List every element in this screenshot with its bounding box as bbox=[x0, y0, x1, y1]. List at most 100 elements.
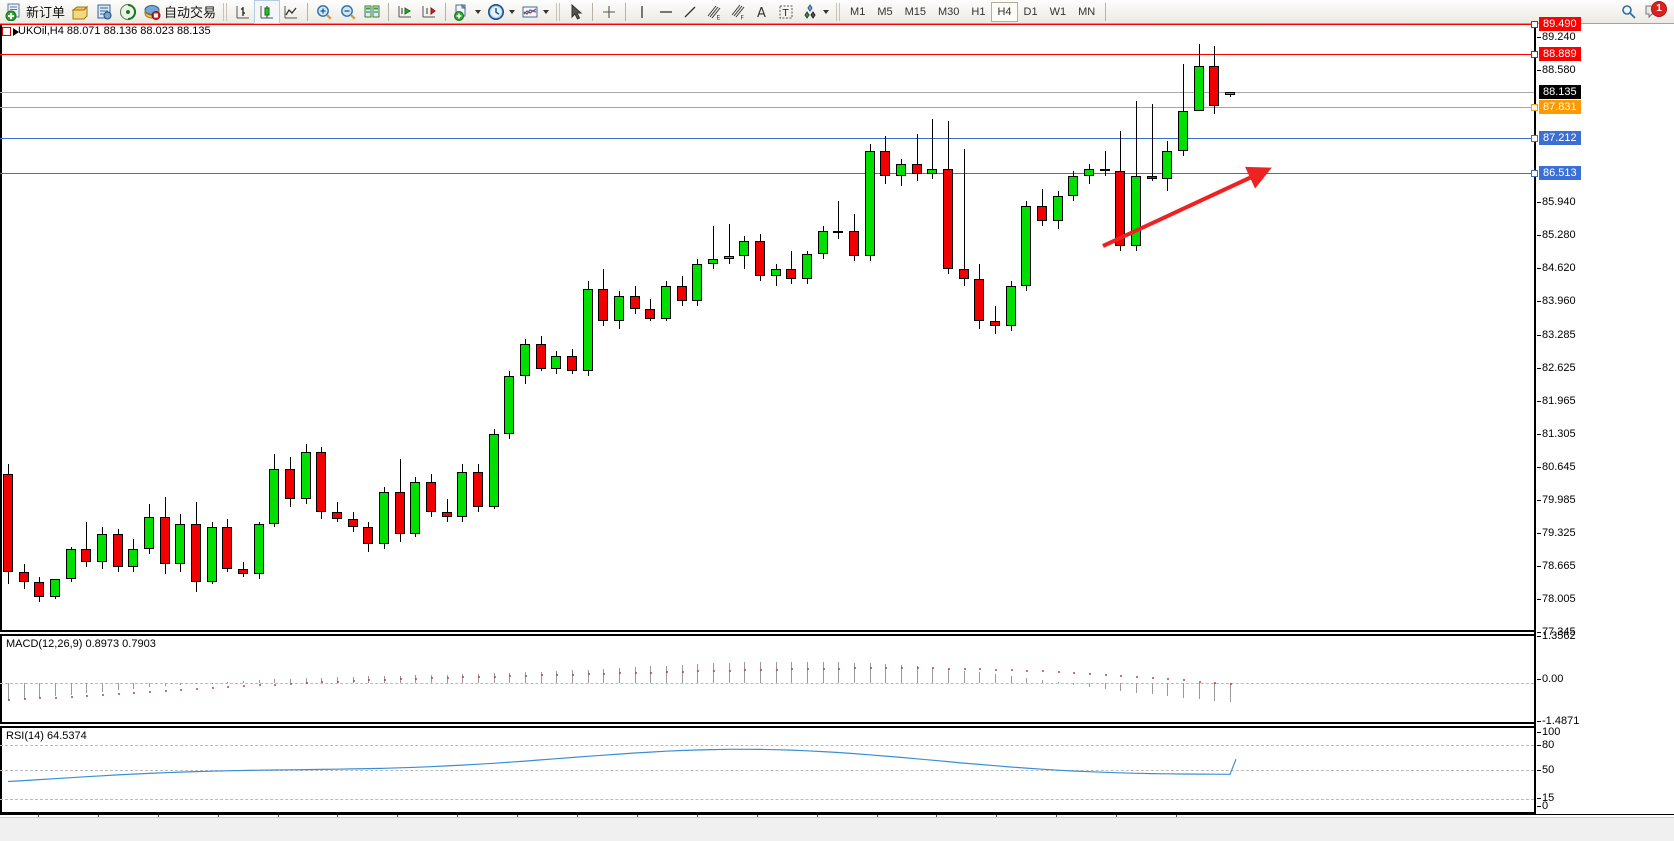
chart-shift-button[interactable] bbox=[417, 1, 441, 23]
price-level-line-88.135[interactable] bbox=[0, 91, 1534, 93]
line-chart-button[interactable] bbox=[279, 1, 303, 23]
candle-wick bbox=[86, 521, 87, 567]
macd-histogram-bar bbox=[995, 674, 996, 683]
shapes-dropdown-caret[interactable] bbox=[823, 9, 830, 14]
chart-anchor-marker[interactable] bbox=[2, 27, 11, 36]
trendline-button[interactable] bbox=[678, 1, 702, 23]
fibonacci-icon: F bbox=[729, 3, 747, 21]
macd-histogram-bar bbox=[885, 664, 886, 683]
profiles-button[interactable] bbox=[68, 1, 92, 23]
price-tag-pivot-line-87.831[interactable]: 87.831 bbox=[1539, 100, 1581, 115]
period-m30[interactable]: M30 bbox=[938, 5, 960, 18]
candle-body bbox=[896, 163, 906, 177]
macd-histogram-bar bbox=[24, 683, 25, 700]
price-level-handle-87.831[interactable] bbox=[1531, 104, 1538, 112]
rsi-pane[interactable]: RSI(14) 64.5374 bbox=[0, 726, 1534, 814]
candle-wick bbox=[964, 148, 965, 287]
rsi-tick-15: 15 bbox=[1536, 792, 1555, 804]
chart-expand-arrow-icon[interactable] bbox=[13, 28, 19, 36]
period-w1[interactable]: W1 bbox=[1049, 5, 1067, 18]
candle-body bbox=[207, 526, 217, 582]
horizontal-line-button[interactable] bbox=[654, 1, 678, 23]
price-level-line-87.831[interactable] bbox=[0, 107, 1534, 109]
chart-container[interactable]: UKOil,H4 88.071 88.136 88.023 88.135 MAC… bbox=[0, 17, 1674, 841]
text-button[interactable]: A bbox=[750, 1, 774, 23]
price-tag-current-price-88.135[interactable]: 88.135 bbox=[1539, 84, 1581, 99]
macd-pane[interactable]: MACD(12,26,9) 0.8973 0.7903 bbox=[0, 634, 1534, 724]
price-axis[interactable]: 89.240 88.580 85.940 85.280 84.620 83.960 83.2… bbox=[1534, 17, 1674, 814]
crosshair-button[interactable] bbox=[597, 1, 621, 23]
text-label-button[interactable]: T bbox=[774, 1, 798, 23]
period-mn[interactable]: MN bbox=[1078, 5, 1096, 18]
toolbar-grip-1[interactable] bbox=[223, 2, 228, 21]
bar-chart-button[interactable] bbox=[231, 1, 255, 23]
macd-histogram-bar bbox=[760, 661, 761, 683]
price-level-line-86.513[interactable] bbox=[0, 173, 1534, 175]
macd-histogram-bar bbox=[149, 683, 150, 688]
price-tag-resistance-line-88.889[interactable]: 88.889 bbox=[1539, 47, 1581, 62]
new-order-button[interactable]: 新订单 bbox=[2, 1, 68, 23]
period-d1[interactable]: D1 bbox=[1023, 5, 1038, 18]
macd-histogram-bar bbox=[1105, 683, 1106, 689]
indicators-dropdown-caret[interactable] bbox=[475, 9, 482, 14]
period-h1[interactable]: H1 bbox=[971, 5, 986, 18]
shapes-button[interactable] bbox=[798, 1, 832, 23]
line-chart-icon bbox=[282, 3, 300, 21]
period-m5[interactable]: M5 bbox=[877, 5, 893, 18]
period-m15[interactable]: M15 bbox=[904, 5, 926, 18]
price-level-handle-87.212[interactable] bbox=[1531, 135, 1538, 143]
price-tag-support-line-86.513[interactable]: 86.513 bbox=[1539, 166, 1581, 181]
price-pane[interactable]: UKOil,H4 88.071 88.136 88.023 88.135 bbox=[0, 21, 1538, 632]
candle-body bbox=[520, 343, 530, 377]
search-icon[interactable] bbox=[1620, 3, 1638, 21]
macd-histogram-bar bbox=[948, 669, 949, 683]
tile-windows-button[interactable] bbox=[360, 1, 384, 23]
price-level-line-89.49[interactable] bbox=[0, 24, 1534, 25]
bar-chart-icon bbox=[234, 3, 252, 21]
price-level-line-88.889[interactable] bbox=[0, 54, 1534, 56]
navigator-button[interactable] bbox=[116, 1, 140, 23]
candlestick-chart-button[interactable] bbox=[254, 0, 281, 24]
macd-histogram-bar bbox=[807, 661, 808, 683]
toolbar-grip-2[interactable] bbox=[556, 2, 561, 21]
price-tag-resistance-line-89.490[interactable]: 89.490 bbox=[1539, 17, 1581, 31]
macd-signal-point bbox=[932, 667, 934, 670]
price-level-handle-88.889[interactable] bbox=[1531, 51, 1538, 59]
market-watch-button[interactable] bbox=[92, 1, 116, 23]
price-level-line-87.212[interactable] bbox=[0, 138, 1534, 140]
price-tag-support-line-87.212[interactable]: 87.212 bbox=[1539, 131, 1581, 146]
macd-histogram-bar bbox=[901, 665, 902, 683]
candle-body bbox=[708, 258, 718, 264]
macd-signal-point bbox=[697, 670, 699, 673]
period-m1[interactable]: M1 bbox=[850, 5, 866, 18]
macd-signal-point bbox=[8, 699, 10, 702]
toolbar-grip-3[interactable] bbox=[836, 2, 841, 21]
zoom-in-button[interactable] bbox=[312, 1, 336, 23]
price-level-handle-86.513[interactable] bbox=[1531, 170, 1538, 178]
auto-scroll-button[interactable] bbox=[393, 1, 417, 23]
candle-body bbox=[1084, 168, 1094, 177]
equidistant-channel-button[interactable]: E bbox=[702, 1, 726, 23]
fibonacci-button[interactable]: F bbox=[726, 1, 750, 23]
auto-scroll-icon bbox=[396, 3, 414, 21]
vertical-line-button[interactable] bbox=[630, 1, 654, 23]
alerts-icon[interactable]: 1 bbox=[1644, 0, 1667, 21]
cursor-icon bbox=[567, 3, 585, 21]
period-button[interactable] bbox=[484, 1, 518, 23]
toolbar-separator-4 bbox=[592, 2, 594, 21]
auto-trading-button[interactable]: 自动交易 bbox=[140, 1, 219, 23]
zoom-in-icon bbox=[315, 3, 333, 21]
period-dropdown-caret[interactable] bbox=[509, 9, 516, 14]
macd-signal-point bbox=[619, 672, 621, 675]
price-level-handle-89.49[interactable] bbox=[1531, 21, 1538, 28]
macd-histogram-bar bbox=[635, 667, 636, 683]
price-pane-left-border bbox=[0, 24, 2, 630]
macd-histogram-bar bbox=[1214, 683, 1215, 701]
indicators-button[interactable] bbox=[450, 1, 484, 23]
templates-button[interactable] bbox=[518, 1, 552, 23]
zoom-out-button[interactable] bbox=[336, 1, 360, 23]
cursor-button[interactable] bbox=[564, 1, 588, 23]
templates-dropdown-caret[interactable] bbox=[543, 9, 550, 14]
period-h4[interactable]: H4 bbox=[991, 1, 1018, 22]
candle-body bbox=[1162, 151, 1172, 179]
